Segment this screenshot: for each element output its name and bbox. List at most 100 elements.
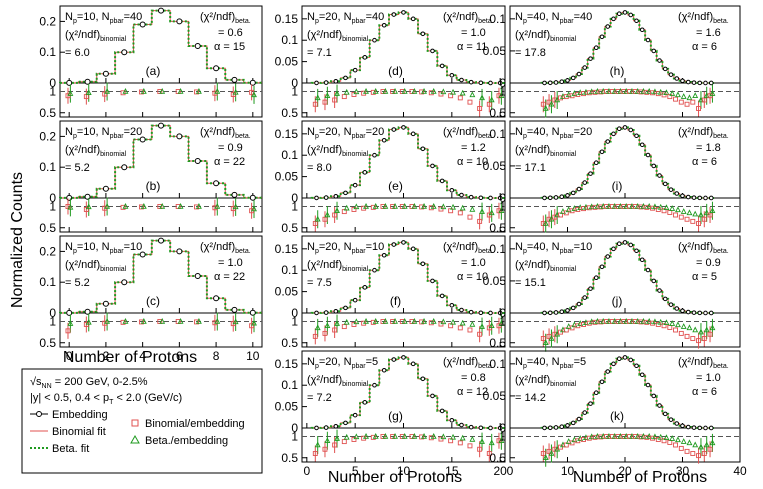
beta-fit-line bbox=[59, 124, 262, 199]
beta-ratio-point bbox=[334, 435, 340, 441]
binomial-ratio-point bbox=[428, 320, 434, 326]
embedding-point bbox=[559, 79, 565, 85]
binomial-ratio-point bbox=[644, 204, 650, 210]
np-np_sub: p bbox=[523, 18, 527, 25]
chi-beta-value: = 1.2 bbox=[461, 142, 486, 154]
embedding-point bbox=[570, 305, 576, 311]
beta-ratio-point bbox=[232, 88, 239, 95]
embedding-point bbox=[194, 158, 201, 165]
beta-ratio-point bbox=[680, 93, 687, 99]
beta-ratio-point bbox=[479, 438, 485, 444]
alpha-value: α = 5 bbox=[692, 271, 717, 283]
embedding-point bbox=[213, 65, 220, 72]
np-npbar_sub: pbar bbox=[110, 248, 125, 255]
binomial-ratio-point bbox=[667, 94, 673, 100]
np-npbar_sub: pbar bbox=[110, 18, 125, 25]
np-npbar_sub: pbar bbox=[560, 133, 575, 140]
embedding-point bbox=[576, 301, 582, 307]
embedding-point bbox=[697, 310, 703, 316]
binomial-ratio-point bbox=[457, 440, 463, 446]
y-tick-label: 0 bbox=[49, 191, 56, 205]
y-tick-label: 0.05 bbox=[275, 55, 299, 69]
ratio-y-tick-label: 0.5 bbox=[39, 336, 56, 350]
np-npbar_sub: pbar bbox=[560, 18, 575, 25]
ratio-y-tick-label: 0.5 bbox=[39, 221, 56, 235]
beta-ratio-point bbox=[663, 434, 670, 441]
beta-ratio-point bbox=[450, 203, 456, 210]
chi-bin-label: (χ²/ndf)binomial bbox=[515, 259, 577, 273]
beta-ratio-point bbox=[343, 204, 350, 211]
embedding-point bbox=[352, 182, 358, 188]
embedding-point bbox=[362, 400, 368, 405]
legend-energy: √s bbox=[30, 376, 42, 388]
y-tick-label: 0.05 bbox=[483, 159, 507, 173]
embedding-point bbox=[685, 194, 691, 200]
beta-fit-line bbox=[540, 356, 715, 429]
embedding-point bbox=[674, 306, 680, 311]
embedding-point bbox=[547, 80, 553, 86]
np-np_sub: p bbox=[73, 133, 77, 140]
embedding-point bbox=[66, 309, 73, 316]
embedding-point bbox=[576, 416, 582, 422]
embedding-point bbox=[708, 310, 714, 316]
np-np_label: N bbox=[307, 356, 315, 368]
beta-ratio-point bbox=[542, 220, 549, 226]
beta-ratio-point bbox=[663, 204, 670, 211]
legend-kin-rest: < 2.0 (GeV/c) bbox=[113, 392, 182, 404]
beta-ratio-point bbox=[675, 206, 681, 213]
embedding-point bbox=[593, 390, 599, 396]
beta-ratio-point bbox=[479, 208, 485, 214]
panel-letter: (d) bbox=[388, 64, 403, 78]
binomial-ratio-point bbox=[707, 331, 713, 337]
np-npbar_val: =20 bbox=[366, 126, 385, 138]
y-tick-label: 0.1 bbox=[39, 160, 56, 174]
legend-energy-rest: = 200 GeV, 0-2.5% bbox=[52, 376, 148, 388]
binomial-ratio-point bbox=[696, 221, 701, 226]
beta-ratio-point bbox=[440, 433, 447, 440]
embedding-point bbox=[565, 78, 570, 83]
embedding-point bbox=[622, 240, 628, 245]
beta-ratio-point bbox=[363, 433, 369, 439]
panel-letter: (e) bbox=[388, 179, 403, 193]
y-tick-label: 0.15 bbox=[275, 242, 299, 256]
chi-beta-value: = 1.0 bbox=[461, 257, 486, 269]
embedding-point bbox=[391, 242, 397, 247]
embedding-point bbox=[634, 133, 639, 139]
binomial-ratio-point bbox=[638, 434, 644, 440]
embedding-point bbox=[249, 194, 256, 201]
chi-bin-value: = 17.8 bbox=[515, 47, 546, 59]
svg-text:√sNN = 200 GeV, 0-2.5%: √sNN = 200 GeV, 0-2.5% bbox=[30, 376, 148, 390]
embedding-point bbox=[570, 75, 576, 81]
chi-bin-value: = 14.2 bbox=[515, 392, 546, 404]
binomial-ratio-point bbox=[351, 322, 357, 327]
ratio-frame bbox=[59, 82, 263, 118]
legend-item-beta-fit: Beta. fit bbox=[30, 443, 89, 455]
binomial-ratio-point bbox=[419, 434, 425, 440]
y-tick-label: 0 bbox=[499, 76, 506, 90]
panel-np-label: Np=10, Npbar=40 bbox=[65, 11, 142, 25]
ratio-y-tick-label: 0.5 bbox=[489, 106, 506, 120]
beta-fit-line bbox=[540, 126, 715, 199]
embedding-point bbox=[176, 248, 183, 255]
embedding-point bbox=[478, 80, 484, 86]
binomial-ratio-point bbox=[467, 99, 473, 105]
y-tick-label: 0 bbox=[499, 191, 506, 205]
ratio-y-tick-label: 0.5 bbox=[489, 451, 506, 465]
embedding-point bbox=[391, 12, 397, 17]
beta-ratio-point bbox=[159, 203, 166, 209]
chi-beta-text: (χ²/ndf) bbox=[443, 11, 478, 23]
beta-ratio-point bbox=[353, 433, 360, 440]
binomial-ratio-point bbox=[678, 99, 684, 105]
embedding-point bbox=[639, 257, 645, 263]
legend-item-binomial-ratio: Binomial/embedding bbox=[131, 418, 245, 430]
embedding-point bbox=[420, 261, 426, 267]
beta-ratio-point bbox=[548, 100, 555, 107]
beta-ratio-point bbox=[703, 209, 710, 216]
beta-ratio-point bbox=[469, 320, 476, 327]
np-np_label: N bbox=[307, 241, 315, 253]
beta-ratio-point bbox=[675, 321, 681, 328]
embedding-point bbox=[381, 22, 387, 28]
embedding-point bbox=[674, 191, 680, 196]
embedding-point bbox=[139, 136, 146, 143]
